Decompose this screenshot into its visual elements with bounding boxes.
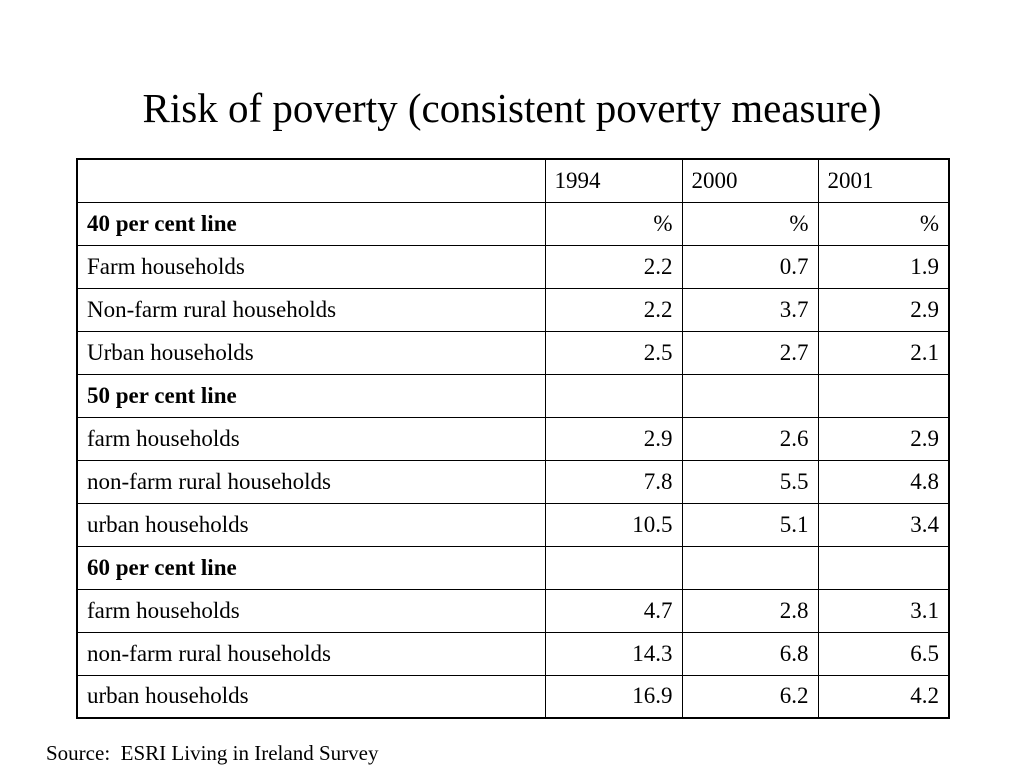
cell-2000: 6.8 xyxy=(681,631,819,676)
row-label: farm households xyxy=(76,416,546,461)
row-label: 60 per cent line xyxy=(76,545,546,590)
row-label: Non-farm rural households xyxy=(76,287,546,332)
cell-2001 xyxy=(817,545,950,590)
header-cell-1994: 1994 xyxy=(544,158,683,203)
cell-1994: 16.9 xyxy=(544,674,683,719)
table-row: farm households 2.9 2.6 2.9 xyxy=(76,416,950,461)
cell-2000: 5.1 xyxy=(681,502,819,547)
cell-2001: % xyxy=(817,201,950,246)
cell-1994: 2.5 xyxy=(544,330,683,375)
poverty-table: 1994 2000 2001 40 per cent line % % % Fa… xyxy=(76,158,950,719)
row-label: urban households xyxy=(76,502,546,547)
cell-2001: 6.5 xyxy=(817,631,950,676)
table-row: Non-farm rural households 2.2 3.7 2.9 xyxy=(76,287,950,332)
table-row: urban households 10.5 5.1 3.4 xyxy=(76,502,950,547)
table-row: farm households 4.7 2.8 3.1 xyxy=(76,588,950,633)
section-row-40: 40 per cent line % % % xyxy=(76,201,950,246)
cell-2000: 0.7 xyxy=(681,244,819,289)
cell-1994: 2.2 xyxy=(544,244,683,289)
row-label: farm households xyxy=(76,588,546,633)
cell-1994: % xyxy=(544,201,683,246)
table-row: non-farm rural households 14.3 6.8 6.5 xyxy=(76,631,950,676)
cell-2001: 4.2 xyxy=(817,674,950,719)
cell-2000 xyxy=(681,373,819,418)
row-label: Urban households xyxy=(76,330,546,375)
cell-1994: 2.2 xyxy=(544,287,683,332)
source-note: Source: ESRI Living in Ireland Survey xyxy=(46,741,379,765)
row-label: 40 per cent line xyxy=(76,201,546,246)
table-row: Farm households 2.2 0.7 1.9 xyxy=(76,244,950,289)
cell-2000: 2.6 xyxy=(681,416,819,461)
cell-2000: 2.7 xyxy=(681,330,819,375)
row-label: urban households xyxy=(76,674,546,719)
row-label: Farm households xyxy=(76,244,546,289)
cell-2001: 1.9 xyxy=(817,244,950,289)
table-row: Urban households 2.5 2.7 2.1 xyxy=(76,330,950,375)
cell-2000 xyxy=(681,545,819,590)
table-row: non-farm rural households 7.8 5.5 4.8 xyxy=(76,459,950,504)
header-cell-blank xyxy=(76,158,546,203)
header-row: 1994 2000 2001 xyxy=(76,158,950,203)
cell-2001: 2.9 xyxy=(817,287,950,332)
cell-2000: 2.8 xyxy=(681,588,819,633)
row-label: non-farm rural households xyxy=(76,459,546,504)
cell-2000: 6.2 xyxy=(681,674,819,719)
section-row-60: 60 per cent line xyxy=(76,545,950,590)
row-label: non-farm rural households xyxy=(76,631,546,676)
table-row: urban households 16.9 6.2 4.2 xyxy=(76,674,950,719)
cell-1994: 2.9 xyxy=(544,416,683,461)
row-label: 50 per cent line xyxy=(76,373,546,418)
cell-1994 xyxy=(544,373,683,418)
cell-1994: 10.5 xyxy=(544,502,683,547)
cell-2001 xyxy=(817,373,950,418)
cell-2000: 5.5 xyxy=(681,459,819,504)
cell-2001: 2.1 xyxy=(817,330,950,375)
cell-1994: 14.3 xyxy=(544,631,683,676)
section-row-50: 50 per cent line xyxy=(76,373,950,418)
cell-1994 xyxy=(544,545,683,590)
cell-2000: % xyxy=(681,201,819,246)
header-cell-2000: 2000 xyxy=(681,158,819,203)
header-cell-2001: 2001 xyxy=(817,158,950,203)
cell-1994: 7.8 xyxy=(544,459,683,504)
cell-2001: 3.1 xyxy=(817,588,950,633)
cell-1994: 4.7 xyxy=(544,588,683,633)
cell-2001: 3.4 xyxy=(817,502,950,547)
slide-title: Risk of poverty (consistent poverty meas… xyxy=(142,85,882,131)
cell-2000: 3.7 xyxy=(681,287,819,332)
cell-2001: 2.9 xyxy=(817,416,950,461)
cell-2001: 4.8 xyxy=(817,459,950,504)
